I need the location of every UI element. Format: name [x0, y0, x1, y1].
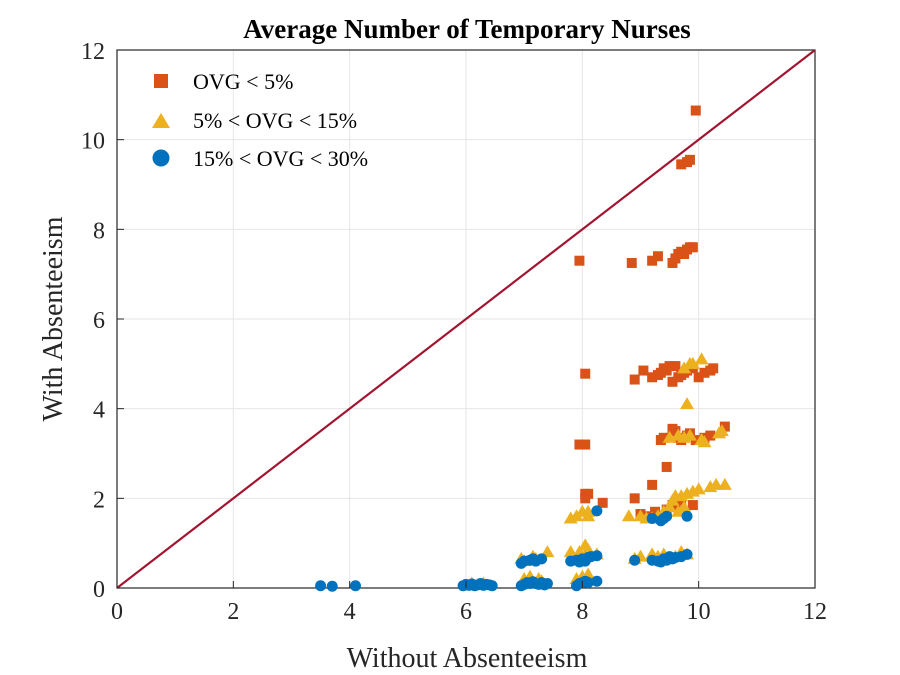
point-ovg-5-15	[662, 500, 677, 513]
point-ovg-lt-5	[580, 368, 591, 379]
point-ovg-15-30	[326, 580, 338, 592]
point-ovg-15-30	[486, 580, 498, 592]
point-ovg-lt-5	[708, 363, 719, 374]
point-ovg-lt-5	[687, 242, 698, 253]
point-ovg-15-30	[591, 505, 603, 517]
point-ovg-lt-5	[676, 159, 687, 170]
point-ovg-lt-5	[638, 365, 649, 376]
point-ovg-lt-5	[705, 430, 716, 441]
y-tick-label: 6	[93, 308, 105, 334]
point-ovg-lt-5	[664, 361, 675, 372]
legend-marker-ovg-lt-5	[154, 74, 168, 88]
point-ovg-5-15	[581, 509, 596, 522]
point-ovg-15-30	[582, 577, 594, 589]
legend: OVG < 5% 5% < OVG < 15% 15% < OVG < 30%	[152, 69, 368, 171]
y-tick-label: 4	[93, 398, 105, 424]
point-ovg-15-30	[681, 548, 693, 560]
x-axis-label: Without Absenteeism	[347, 643, 588, 674]
point-ovg-lt-5	[719, 421, 730, 432]
point-ovg-15-30	[541, 578, 553, 590]
legend-marker-ovg-15-30	[152, 149, 170, 167]
point-ovg-15-30	[591, 550, 603, 562]
point-ovg-lt-5	[650, 506, 661, 517]
data-points	[315, 105, 732, 592]
point-ovg-5-15	[682, 428, 697, 441]
point-ovg-5-15	[717, 477, 732, 490]
point-ovg-lt-5	[687, 500, 698, 511]
y-axis-label: With Absenteeism	[38, 216, 69, 421]
point-ovg-lt-5	[667, 376, 678, 387]
point-ovg-15-30	[349, 580, 361, 592]
x-tick-label: 12	[803, 599, 827, 625]
axis-ticks: 0 2 4 6 8 10 12 0 2 4 6 8 10 12	[81, 39, 827, 625]
point-ovg-lt-5	[629, 374, 640, 385]
point-ovg-lt-5	[574, 439, 585, 450]
legend-label-ovg-5-15: 5% < OVG < 15%	[193, 108, 357, 133]
point-ovg-15-30	[536, 553, 548, 565]
point-ovg-15-30	[681, 510, 693, 522]
point-ovg-lt-5	[580, 493, 591, 504]
legend-label-ovg-lt-5: OVG < 5%	[193, 69, 293, 94]
point-ovg-lt-5	[647, 372, 658, 383]
legend-marker-ovg-5-15	[152, 113, 170, 128]
point-ovg-lt-5	[690, 105, 701, 116]
point-ovg-lt-5	[580, 439, 591, 450]
y-tick-label: 0	[93, 577, 105, 603]
x-tick-label: 4	[344, 599, 356, 625]
legend-label-ovg-15-30: 15% < OVG < 30%	[193, 146, 368, 171]
point-ovg-15-30	[661, 510, 673, 522]
diagonal-reference-line	[116, 49, 816, 589]
point-ovg-5-15	[694, 352, 709, 365]
x-tick-label: 2	[227, 599, 239, 625]
point-ovg-5-15	[691, 482, 706, 495]
point-ovg-lt-5	[626, 257, 637, 268]
point-ovg-lt-5	[670, 361, 681, 372]
point-ovg-15-30	[591, 575, 603, 587]
y-tick-label: 12	[81, 39, 105, 65]
point-ovg-lt-5	[658, 432, 669, 443]
point-ovg-5-15	[677, 361, 692, 374]
y-tick-label: 8	[93, 218, 105, 244]
point-ovg-lt-5	[647, 479, 658, 490]
point-ovg-lt-5	[647, 255, 658, 266]
point-ovg-5-15	[677, 500, 692, 513]
point-ovg-lt-5	[670, 426, 681, 437]
point-ovg-5-15	[697, 435, 712, 448]
point-ovg-lt-5	[693, 372, 704, 383]
y-tick-label: 10	[81, 129, 105, 155]
point-ovg-15-30	[315, 580, 327, 592]
point-ovg-5-15	[714, 424, 729, 437]
point-ovg-lt-5	[652, 251, 663, 262]
point-ovg-15-30	[629, 554, 641, 566]
x-tick-label: 6	[460, 599, 472, 625]
point-ovg-5-15	[621, 509, 636, 522]
point-ovg-lt-5	[684, 154, 695, 165]
point-ovg-lt-5	[699, 367, 710, 378]
x-tick-label: 8	[576, 599, 588, 625]
y-tick-label: 2	[93, 487, 105, 513]
point-ovg-5-15	[680, 397, 695, 410]
point-ovg-lt-5	[597, 497, 608, 508]
x-tick-label: 0	[111, 599, 123, 625]
point-ovg-lt-5	[574, 255, 585, 266]
point-ovg-lt-5	[629, 493, 640, 504]
x-tick-label: 10	[687, 599, 711, 625]
chart-title: Average Number of Temporary Nurses	[243, 14, 690, 44]
point-ovg-15-30	[646, 513, 658, 525]
point-ovg-lt-5	[661, 461, 672, 472]
